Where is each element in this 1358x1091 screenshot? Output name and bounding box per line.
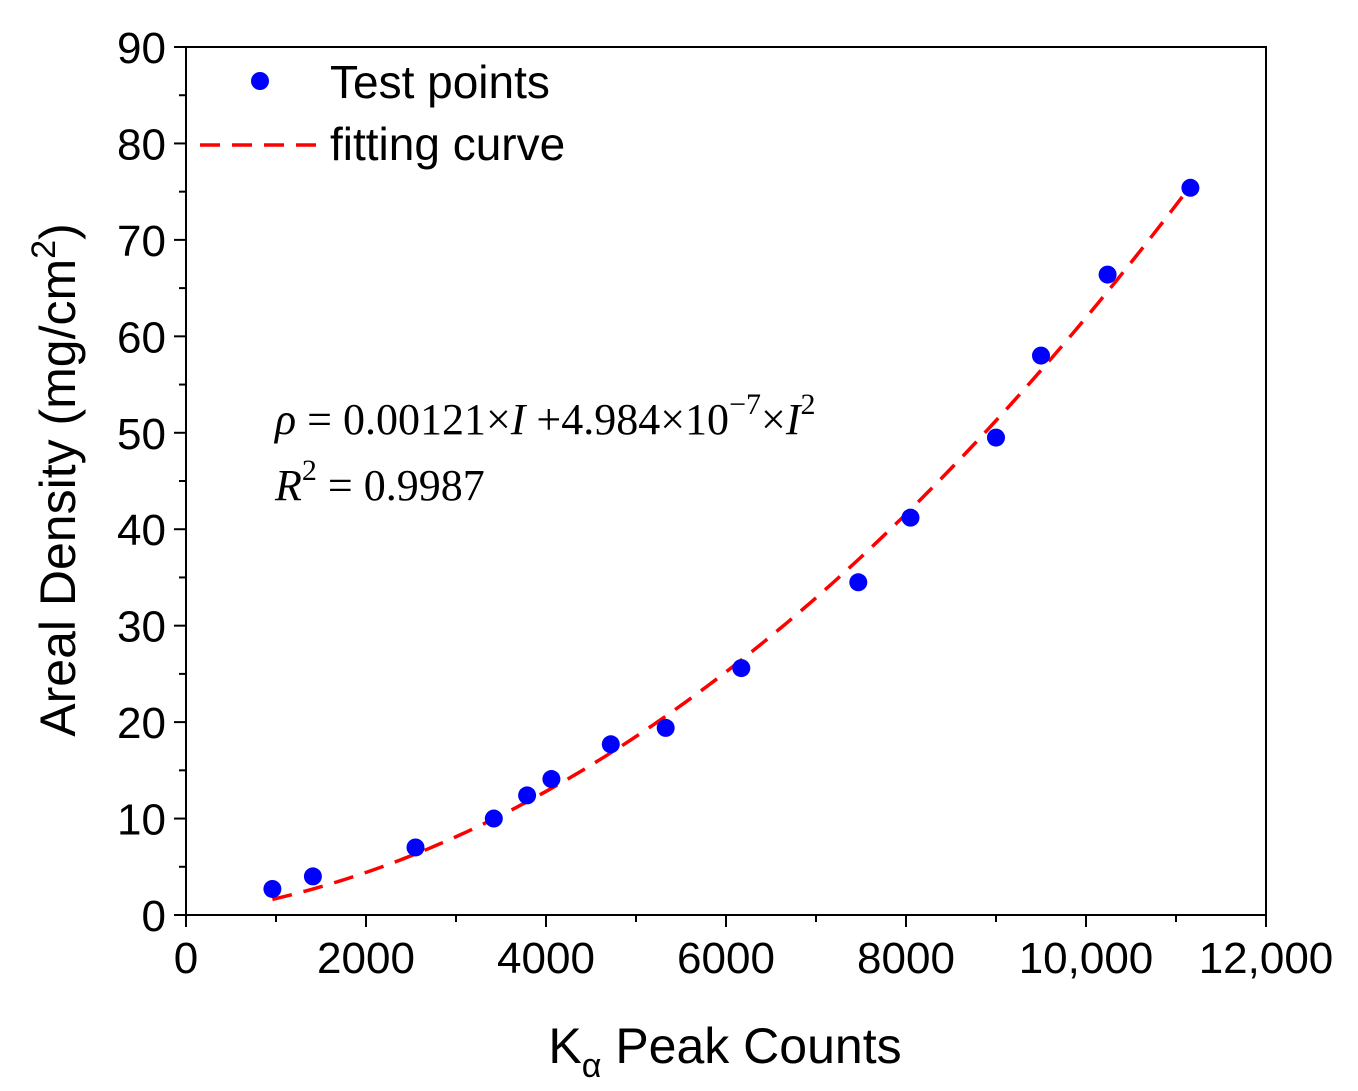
test-point bbox=[1181, 178, 1200, 197]
y-tick-label: 10 bbox=[117, 796, 166, 845]
y-axis-title: Areal Density (mg/cm2) bbox=[25, 223, 86, 736]
legend-label-test-points: Test points bbox=[330, 56, 550, 108]
y-tick-label: 0 bbox=[142, 892, 166, 941]
test-point bbox=[406, 838, 425, 857]
x-tick-label: 12,000 bbox=[1199, 934, 1334, 983]
test-points-layer bbox=[263, 178, 1200, 898]
legend: Test points fitting curve bbox=[200, 56, 565, 170]
axis-tick-labels: 0 2000 4000 6000 8000 10,000 12,000 0 10 20 30 40 50… bbox=[117, 24, 1333, 983]
x-tick-label: 6000 bbox=[677, 934, 775, 983]
test-point bbox=[484, 809, 503, 828]
test-point bbox=[987, 428, 1005, 447]
y-tick-label: 60 bbox=[117, 313, 166, 362]
y-tick-label: 70 bbox=[117, 217, 166, 266]
x-tick-label: 10,000 bbox=[1019, 934, 1154, 983]
legend-marker-test-points bbox=[251, 72, 269, 90]
test-point bbox=[1098, 265, 1117, 284]
test-point bbox=[542, 770, 561, 789]
axis-ticks bbox=[174, 46, 1267, 927]
test-point bbox=[1032, 346, 1050, 365]
y-tick-label: 50 bbox=[117, 410, 166, 459]
legend-label-fitting-curve: fitting curve bbox=[330, 118, 565, 170]
test-point bbox=[901, 508, 920, 527]
test-point bbox=[849, 573, 868, 592]
test-point bbox=[732, 659, 751, 678]
x-tick-label: 8000 bbox=[857, 934, 955, 983]
fitting-curve-layer bbox=[271, 185, 1192, 902]
test-point bbox=[601, 735, 620, 754]
test-point bbox=[303, 867, 322, 886]
x-tick-label: 0 bbox=[174, 934, 198, 983]
y-tick-label: 20 bbox=[117, 699, 166, 748]
y-tick-label: 90 bbox=[117, 24, 166, 73]
test-point bbox=[518, 786, 537, 805]
test-point bbox=[263, 879, 282, 898]
r-squared-annotation: R2 = 0.9987 bbox=[274, 454, 485, 510]
fitting-curve bbox=[271, 185, 1192, 902]
x-tick-label: 4000 bbox=[497, 934, 595, 983]
y-tick-label: 30 bbox=[117, 603, 166, 652]
y-tick-label: 80 bbox=[117, 120, 166, 169]
test-point bbox=[656, 718, 675, 737]
x-tick-label: 2000 bbox=[317, 934, 415, 983]
y-tick-label: 40 bbox=[117, 506, 166, 555]
x-axis-title: Kα Peak Counts bbox=[548, 1018, 901, 1085]
equation-annotation: ρ = 0.00121×I +4.984×10−7×I2 bbox=[273, 388, 815, 444]
